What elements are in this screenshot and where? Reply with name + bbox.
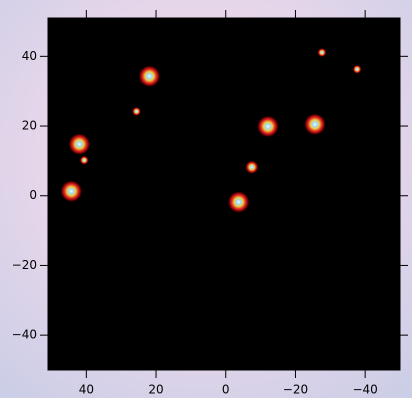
source bbox=[60, 180, 82, 202]
source bbox=[257, 115, 279, 137]
source bbox=[80, 156, 89, 165]
source bbox=[318, 48, 327, 57]
x-tick-label: 40 bbox=[79, 383, 94, 397]
y-tick-label: −20 bbox=[12, 258, 37, 272]
source bbox=[132, 107, 141, 116]
source bbox=[138, 65, 160, 87]
y-tick-label: 20 bbox=[22, 119, 37, 133]
source bbox=[228, 191, 250, 213]
y-tick-label: −40 bbox=[12, 328, 37, 342]
chart: 40 20 0 −20 −40 −40 −20 0 20 40 bbox=[0, 0, 412, 398]
x-tick-label: −20 bbox=[283, 383, 308, 397]
x-tick-label: 20 bbox=[148, 383, 163, 397]
source bbox=[304, 113, 326, 135]
source bbox=[68, 133, 90, 155]
x-tick-label: −40 bbox=[352, 383, 377, 397]
y-tick-label: 0 bbox=[29, 188, 37, 202]
x-tick-label: 0 bbox=[222, 383, 230, 397]
source bbox=[353, 65, 362, 74]
y-tick-label: 40 bbox=[22, 49, 37, 63]
plot-area bbox=[48, 18, 400, 370]
source bbox=[245, 161, 258, 174]
